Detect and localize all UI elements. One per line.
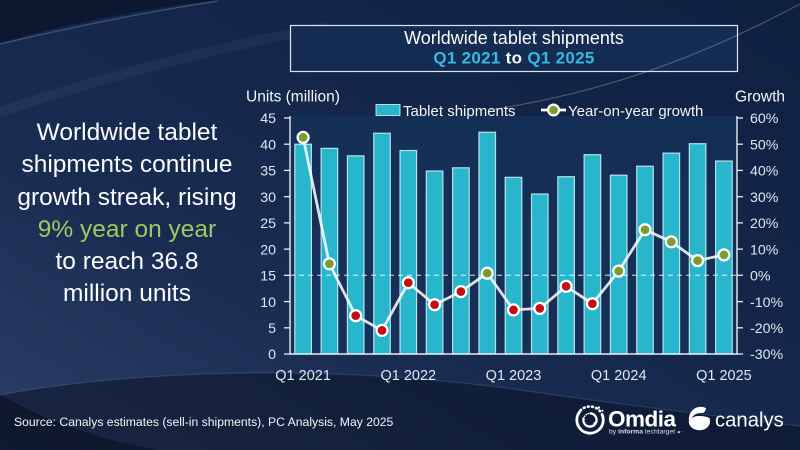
svg-text:40: 40 [260, 137, 276, 153]
svg-text:15: 15 [260, 269, 276, 285]
svg-text:20%: 20% [750, 216, 779, 232]
svg-text:Q1 2021 to Q1 2025: Q1 2021 to Q1 2025 [433, 49, 594, 68]
svg-text:10%: 10% [750, 242, 779, 258]
svg-text:60%: 60% [750, 111, 779, 127]
svg-text:-30%: -30% [750, 347, 784, 363]
svg-text:-10%: -10% [750, 295, 784, 311]
svg-text:25: 25 [260, 216, 276, 232]
svg-text:30%: 30% [750, 190, 779, 206]
svg-text:Units (million): Units (million) [246, 89, 340, 106]
svg-text:40%: 40% [750, 164, 779, 180]
svg-text:35: 35 [260, 164, 276, 180]
svg-text:Q1 2022: Q1 2022 [380, 368, 436, 384]
svg-text:Q1 2025: Q1 2025 [696, 368, 752, 384]
svg-text:45: 45 [260, 111, 276, 127]
svg-text:Tablet shipments: Tablet shipments [403, 103, 516, 120]
svg-text:30: 30 [260, 190, 276, 206]
svg-text:20: 20 [260, 242, 276, 258]
svg-text:0: 0 [268, 347, 276, 363]
svg-text:Worldwide tablet shipments: Worldwide tablet shipments [404, 28, 624, 48]
svg-text:Omdia: Omdia [608, 407, 677, 432]
svg-text:Growth: Growth [735, 89, 785, 106]
svg-text:Q1 2023: Q1 2023 [486, 368, 542, 384]
svg-text:-20%: -20% [750, 321, 784, 337]
svg-text:by informa techtarget ◂··: by informa techtarget ◂·· [609, 428, 684, 435]
svg-text:Year-on-year growth: Year-on-year growth [568, 103, 703, 120]
svg-text:0%: 0% [750, 269, 771, 285]
svg-text:10: 10 [260, 295, 276, 311]
svg-text:Q1 2021: Q1 2021 [275, 368, 331, 384]
svg-text:Q1 2024: Q1 2024 [591, 368, 647, 384]
svg-text:50%: 50% [750, 137, 779, 153]
svg-text:5: 5 [268, 321, 276, 337]
svg-text:canalys: canalys [715, 409, 784, 431]
